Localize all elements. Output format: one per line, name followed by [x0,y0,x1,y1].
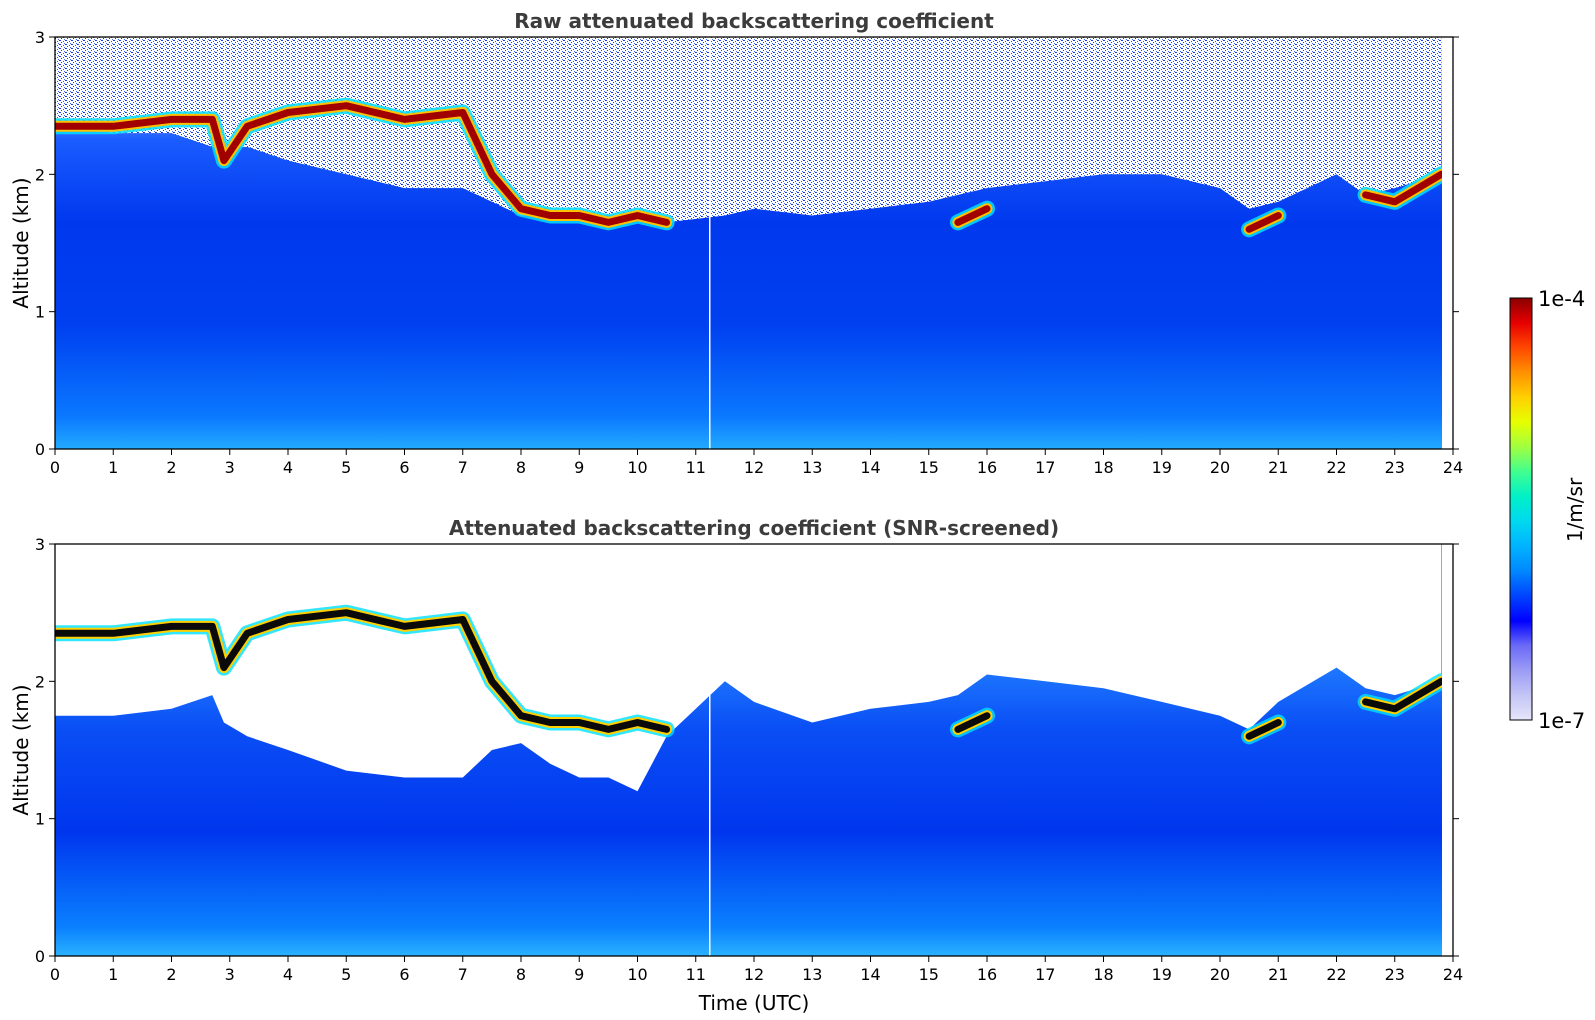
x-tick-label: 12 [744,965,764,984]
x-tick-label: 9 [574,458,584,477]
top-data-gap [709,37,711,449]
x-tick-label: 19 [1152,965,1172,984]
x-tick-label: 2 [166,458,176,477]
x-tick-label: 0 [50,458,60,477]
x-tick-label: 4 [283,965,293,984]
x-tick-label: 1 [108,965,118,984]
bottom-end-gap [1442,544,1453,956]
x-tick-label: 7 [458,965,468,984]
x-tick-label: 1 [108,458,118,477]
y-tick-label: 1 [35,303,45,322]
x-tick-label: 20 [1210,458,1230,477]
x-tick-label: 17 [1035,965,1055,984]
y-tick-label: 2 [35,165,45,184]
x-tick-label: 21 [1268,458,1288,477]
bottom-screened-region [55,544,1442,792]
x-tick-label: 24 [1443,965,1463,984]
colorbar-unit-label: 1/m/sr [1563,477,1587,542]
x-tick-label: 8 [516,458,526,477]
x-tick-label: 21 [1268,965,1288,984]
top-x-axis: 0 1 2 3 4 5 6 7 8 9 10 11 12 13 14 15 16 17 18 19 20 21 22 23 24 [50,449,1463,477]
x-tick-label: 18 [1093,965,1113,984]
x-tick-label: 2 [166,965,176,984]
x-axis-label: Time (UTC) [698,991,810,1015]
top-y-axis: 0 1 2 3 [35,28,1459,459]
bottom-panel: Attenuated backscattering coefficient (S… [9,516,1463,1015]
top-noise-region [55,37,1442,223]
colorbar: 1e-4 1e-7 1/m/sr [1509,287,1587,733]
x-tick-label: 15 [919,458,939,477]
x-tick-label: 7 [458,458,468,477]
y-tick-label: 3 [35,535,45,554]
x-tick-label: 18 [1093,458,1113,477]
y-tick-label: 0 [35,947,45,966]
x-tick-label: 23 [1385,965,1405,984]
x-tick-label: 9 [574,965,584,984]
colorbar-bar [1509,297,1533,721]
x-tick-label: 16 [977,965,997,984]
x-tick-label: 11 [686,458,706,477]
bottom-heatmap [55,544,1453,956]
x-tick-label: 13 [802,458,822,477]
x-tick-label: 6 [399,458,409,477]
x-tick-label: 6 [399,965,409,984]
bottom-cloud-layer [55,609,1445,740]
x-tick-label: 24 [1443,458,1463,477]
y-tick-label: 3 [35,28,45,47]
colorbar-max-label: 1e-4 [1538,287,1585,311]
x-tick-label: 12 [744,458,764,477]
top-end-gap [1442,37,1453,449]
x-tick-label: 16 [977,458,997,477]
x-tick-label: 23 [1385,458,1405,477]
x-tick-label: 5 [341,458,351,477]
colorbar-min-label: 1e-7 [1538,709,1585,733]
x-tick-label: 19 [1152,458,1172,477]
x-tick-label: 0 [50,965,60,984]
x-tick-label: 5 [341,965,351,984]
bottom-data-gap [709,544,711,956]
x-tick-label: 4 [283,458,293,477]
y-tick-label: 2 [35,672,45,691]
x-tick-label: 20 [1210,965,1230,984]
x-tick-label: 10 [627,458,647,477]
x-tick-label: 22 [1326,965,1346,984]
y-tick-label: 0 [35,440,45,459]
x-tick-label: 3 [225,458,235,477]
top-panel: Raw attenuated backscattering coefficien… [9,9,1463,477]
x-tick-label: 14 [860,458,880,477]
top-heatmap [55,37,1453,449]
x-tick-label: 10 [627,965,647,984]
x-tick-label: 8 [516,965,526,984]
top-y-axis-label: Altitude (km) [9,177,33,308]
bottom-y-axis-label: Altitude (km) [9,684,33,815]
x-tick-label: 15 [919,965,939,984]
x-tick-label: 3 [225,965,235,984]
y-tick-label: 1 [35,810,45,829]
top-panel-title: Raw attenuated backscattering coefficien… [514,9,994,33]
bottom-panel-title: Attenuated backscattering coefficient (S… [449,516,1059,540]
bottom-x-axis: 0 1 2 3 4 5 6 7 8 9 10 11 12 13 14 15 16 17 18 19 20 21 22 23 24 [50,956,1463,984]
top-cloud-layer [55,102,1445,233]
x-tick-label: 22 [1326,458,1346,477]
x-tick-label: 11 [686,965,706,984]
bottom-y-axis: 0 1 2 3 [35,535,1459,966]
x-tick-label: 17 [1035,458,1055,477]
x-tick-label: 14 [860,965,880,984]
x-tick-label: 13 [802,965,822,984]
